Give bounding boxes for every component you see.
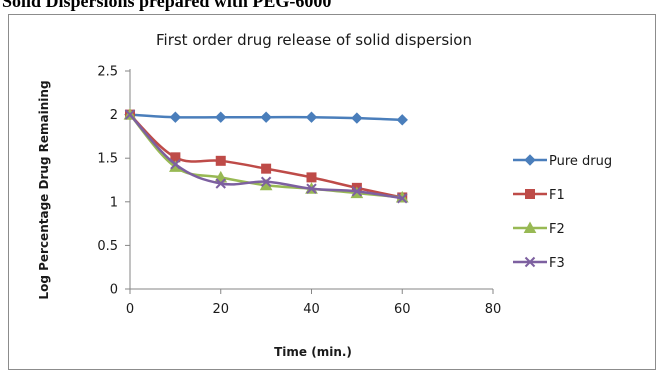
- data-point: [351, 112, 363, 124]
- data-point: [215, 155, 226, 166]
- legend-item-0: Pure drug: [513, 154, 612, 169]
- tick-labels: 0 0.5 1 1.5 2 2.5 0 20 40 60 80: [97, 65, 501, 318]
- axes: [125, 69, 494, 294]
- data-point: [397, 193, 408, 204]
- y-tick-label: 1.5: [97, 152, 118, 167]
- data-point: [306, 183, 317, 194]
- legend: Pure drug F1 F2 F3: [513, 154, 612, 271]
- legend-marker: [524, 256, 536, 268]
- page-heading: Solid Dispersions prepared with PEG-6000: [2, 0, 332, 11]
- legend-item-2: F2: [513, 221, 565, 237]
- data-point: [305, 111, 318, 123]
- data-point: [396, 114, 408, 126]
- plot-area: [123, 108, 409, 204]
- legend-label: F1: [549, 188, 565, 203]
- legend-label: F3: [549, 256, 565, 271]
- data-point-stroke: [260, 176, 272, 187]
- data-point-stroke: [306, 183, 317, 194]
- data-point-stroke: [124, 109, 136, 120]
- data-point: [169, 111, 182, 123]
- chart-title: First order drug release of solid disper…: [156, 31, 472, 49]
- series-3: [124, 109, 408, 204]
- data-point-stroke: [351, 186, 363, 197]
- y-tick-label: 2.5: [97, 65, 118, 80]
- data-point: [215, 178, 226, 189]
- legend-label: Pure drug: [549, 154, 612, 169]
- x-tick-label: 80: [485, 302, 502, 317]
- data-point-stroke: [170, 159, 181, 170]
- x-axis-label: Time (min.): [274, 345, 352, 359]
- data-point: [260, 176, 272, 187]
- legend-marker: [524, 154, 536, 166]
- legend-marker: [523, 221, 537, 233]
- y-tick-label: 0.5: [97, 239, 118, 254]
- series-0: [124, 108, 408, 126]
- y-axis-label: Log Percentage Drug Remaining: [37, 80, 51, 299]
- x-tick-label: 40: [303, 302, 320, 317]
- legend-item-3: F3: [513, 256, 565, 271]
- x-tick-label: 60: [394, 302, 411, 317]
- chart-frame: First order drug release of solid disper…: [8, 14, 656, 370]
- data-point-stroke: [397, 193, 408, 204]
- data-point: [261, 163, 272, 174]
- line-chart: First order drug release of solid disper…: [37, 31, 612, 359]
- y-tick-label: 2: [110, 108, 118, 123]
- legend-marker-stroke: [524, 256, 536, 268]
- legend-label: F2: [549, 222, 565, 237]
- data-point: [260, 111, 272, 123]
- x-tick-label: 20: [212, 302, 229, 317]
- y-tick-label: 0: [110, 283, 118, 298]
- legend-item-1: F1: [513, 188, 565, 203]
- data-point: [306, 172, 317, 183]
- data-point: [124, 109, 136, 120]
- legend-marker: [525, 189, 535, 199]
- data-point: [170, 159, 181, 170]
- data-point: [351, 186, 363, 197]
- y-tick-label: 1: [110, 195, 118, 210]
- data-point-stroke: [215, 178, 226, 189]
- data-point: [215, 111, 227, 123]
- x-tick-label: 0: [126, 302, 134, 317]
